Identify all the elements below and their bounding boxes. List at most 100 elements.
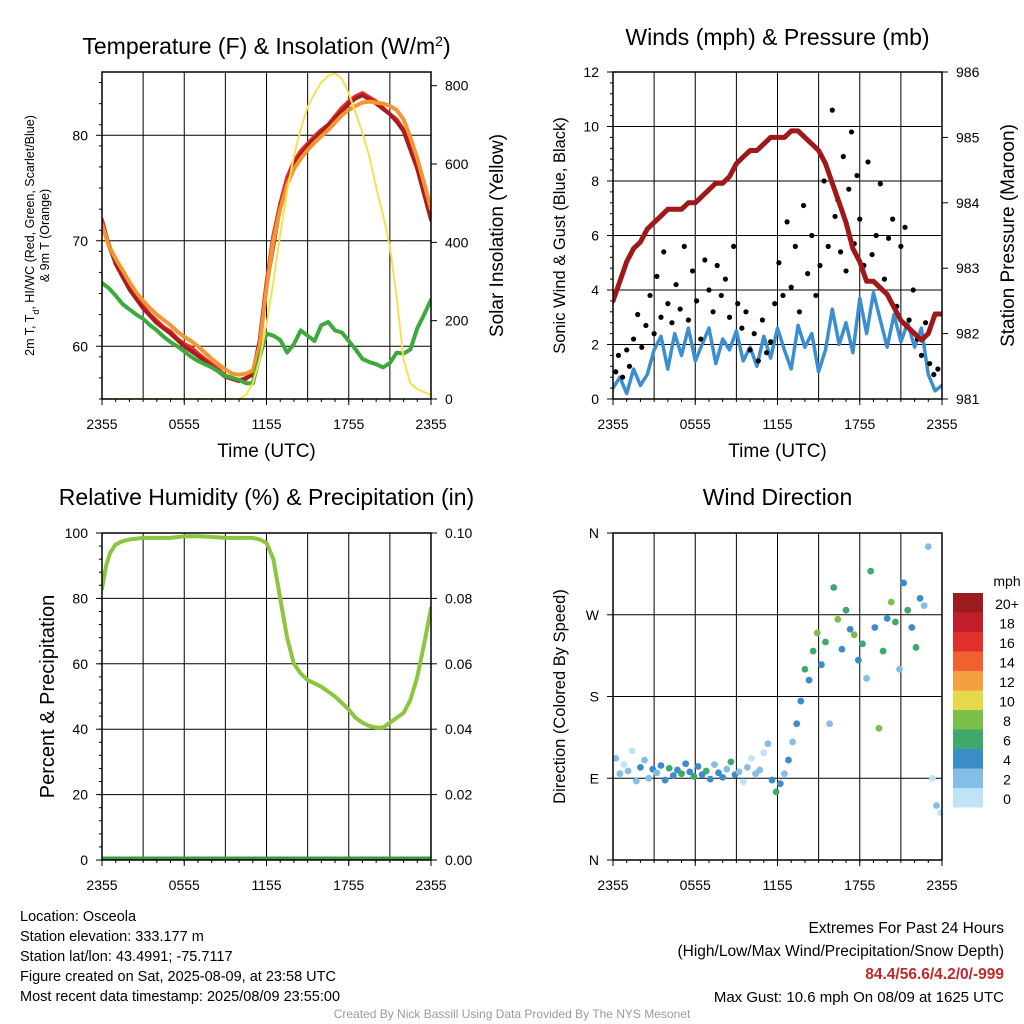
direction-point xyxy=(912,644,920,651)
gust-point xyxy=(848,129,855,135)
gust-point xyxy=(630,336,637,342)
y-axis-label: Percent & Precipitation xyxy=(37,595,59,798)
gust-point xyxy=(840,153,846,160)
plot-frame xyxy=(612,71,943,400)
x-tick-label: 2355 xyxy=(415,877,446,893)
x-tick-label: 2355 xyxy=(597,416,628,432)
direction-point xyxy=(616,770,624,778)
temperature-panel: Temperature (F) & Insolation (W/m2) 60 70 8… xyxy=(23,33,508,462)
direction-point xyxy=(632,777,640,785)
gust-point xyxy=(918,352,925,358)
y-tick-label: 12 xyxy=(583,64,599,80)
x-tick-label: 2355 xyxy=(926,416,957,432)
direction-point xyxy=(887,598,895,606)
gust-point xyxy=(902,224,908,230)
direction-point xyxy=(748,754,755,762)
y-tick-label: S xyxy=(590,689,599,705)
direction-point xyxy=(661,776,669,784)
gust-point xyxy=(624,347,630,353)
gust-point xyxy=(768,339,774,345)
legend-swatch xyxy=(953,768,983,788)
gust-point xyxy=(821,178,827,184)
gust-point xyxy=(739,325,745,331)
direction-point xyxy=(933,802,940,809)
y2-tick-label: 0.10 xyxy=(445,525,472,541)
x-axis-label: Time (UTC) xyxy=(728,441,827,462)
direction-point xyxy=(846,625,854,633)
gust-point xyxy=(639,344,645,350)
y2-tick-label: 800 xyxy=(445,78,469,94)
x-tick-label: 1755 xyxy=(844,416,875,432)
wind-direction-panel: Wind Direction N E S W N 2355 0555 1155 1755 2355 D… xyxy=(551,484,1021,893)
direction-point xyxy=(904,606,912,614)
gust-point xyxy=(718,292,724,299)
gust-point xyxy=(710,309,716,315)
y-tick-label: 2 xyxy=(591,337,599,353)
plot-frame xyxy=(101,532,432,861)
direction-point xyxy=(924,543,932,551)
x-tick-label: 1155 xyxy=(762,877,792,893)
y2-tick-label: 400 xyxy=(445,234,469,250)
direction-point xyxy=(920,602,928,610)
series-line xyxy=(613,128,942,343)
extremes-title: Extremes For Past 24 Hours xyxy=(808,920,1004,937)
y-axis-label-subscript: d xyxy=(31,310,41,315)
gust-point xyxy=(776,260,782,266)
direction-point xyxy=(801,665,809,673)
direction-point xyxy=(809,647,817,655)
gust-point xyxy=(722,276,729,282)
y-axis-label: 2m T, Td, HI/WC (Red, Green, Scarlet/Blu… xyxy=(23,115,41,356)
direction-point xyxy=(937,809,942,817)
gust-point xyxy=(832,213,838,220)
legend-label: 4 xyxy=(1003,752,1011,768)
y2-tick-label: 981 xyxy=(956,391,980,407)
x-tick-label: 1755 xyxy=(333,416,364,432)
title-part: ) xyxy=(443,33,451,59)
gust-point xyxy=(906,317,912,323)
y-tick-label: 6 xyxy=(591,228,599,244)
y-tick-label: 4 xyxy=(591,282,599,298)
direction-point xyxy=(620,761,628,769)
series-line xyxy=(102,281,431,386)
x-tick-label: 0555 xyxy=(680,416,711,432)
extremes-subtitle: (High/Low/Max Wind/Precipitation/Snow De… xyxy=(677,943,1005,960)
plot-data xyxy=(613,107,942,396)
gust-point xyxy=(643,322,649,329)
direction-point xyxy=(817,661,825,669)
gust-point xyxy=(658,314,664,320)
x-tick-label: 0555 xyxy=(169,877,200,893)
gust-point xyxy=(869,251,875,258)
direction-point xyxy=(678,770,685,778)
gust-point xyxy=(817,262,823,269)
credit-text: Created By Nick Bassill Using Data Provi… xyxy=(333,1007,691,1021)
y-tick-label: 0 xyxy=(80,852,88,868)
gust-point xyxy=(706,287,712,293)
gust-point xyxy=(665,301,671,307)
y2-tick-label: 985 xyxy=(956,129,980,145)
direction-point xyxy=(908,624,916,631)
direction-point xyxy=(896,665,903,673)
direction-point xyxy=(789,738,796,746)
legend-label: 12 xyxy=(999,674,1015,690)
direction-point xyxy=(854,656,862,664)
direction-point xyxy=(867,567,875,575)
direction-point xyxy=(657,762,665,769)
chart-title: Wind Direction xyxy=(703,484,853,510)
direction-point xyxy=(900,579,908,587)
gust-point xyxy=(780,292,786,299)
direction-point xyxy=(822,638,829,646)
legend-label: 20+ xyxy=(995,596,1019,612)
plot-data xyxy=(102,534,431,860)
direction-point xyxy=(863,674,871,682)
legend-swatch xyxy=(953,632,983,652)
gust-point xyxy=(726,314,733,320)
direction-point xyxy=(764,740,772,748)
x-tick-label: 0555 xyxy=(169,416,200,432)
gust-point xyxy=(910,287,916,293)
direction-point xyxy=(834,615,842,623)
gust-point xyxy=(755,358,761,364)
series-line xyxy=(102,534,431,730)
direction-point xyxy=(875,724,883,732)
gust-point xyxy=(689,268,696,274)
